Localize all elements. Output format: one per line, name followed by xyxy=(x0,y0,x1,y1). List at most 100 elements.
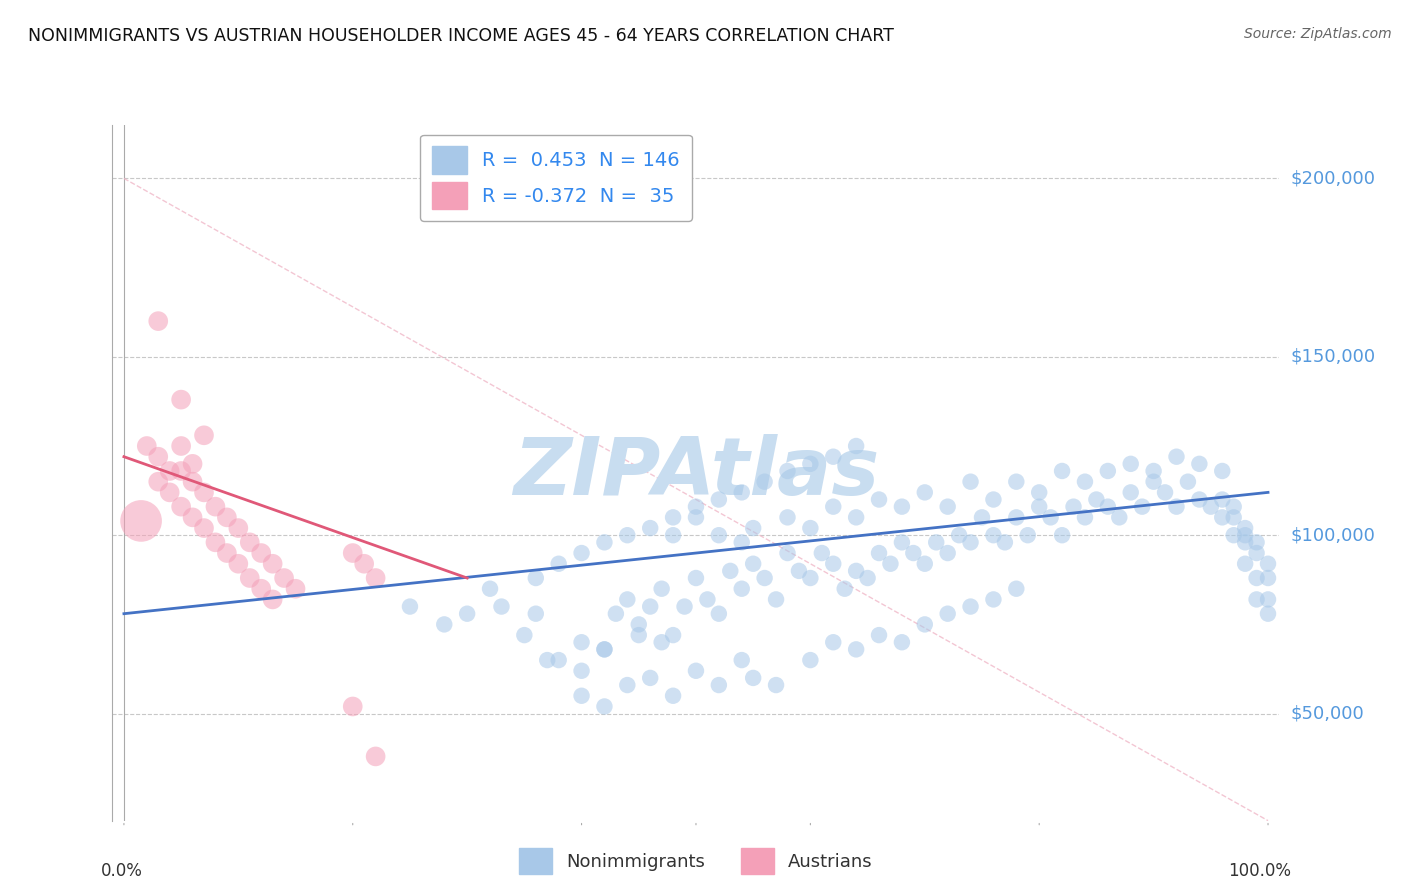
Point xyxy=(1211,510,1233,524)
Point xyxy=(970,510,993,524)
Point xyxy=(754,571,776,585)
Point xyxy=(1257,607,1279,621)
Point xyxy=(148,475,170,489)
Point xyxy=(845,642,868,657)
Point xyxy=(890,500,912,514)
Point xyxy=(1211,464,1233,478)
Point xyxy=(731,485,754,500)
Point xyxy=(742,557,765,571)
Point xyxy=(479,582,502,596)
Point xyxy=(170,500,193,514)
Point xyxy=(823,450,845,464)
Point xyxy=(707,678,730,692)
Point xyxy=(1154,485,1177,500)
Point xyxy=(193,428,215,442)
Point xyxy=(765,678,787,692)
Point xyxy=(983,528,1005,542)
Point xyxy=(994,535,1017,549)
Point xyxy=(605,607,627,621)
Point xyxy=(776,464,799,478)
Point xyxy=(914,557,936,571)
Point xyxy=(1050,528,1073,542)
Point xyxy=(1234,557,1257,571)
Point xyxy=(342,546,364,560)
Point xyxy=(1222,528,1244,542)
Point xyxy=(914,617,936,632)
Point xyxy=(983,492,1005,507)
Point xyxy=(879,557,901,571)
Point xyxy=(399,599,422,614)
Point xyxy=(731,535,754,549)
Point xyxy=(1028,500,1050,514)
Point xyxy=(685,510,707,524)
Point xyxy=(239,535,262,549)
Point xyxy=(1211,492,1233,507)
Point xyxy=(1246,571,1268,585)
Point xyxy=(547,653,569,667)
Point xyxy=(364,571,387,585)
Point xyxy=(1188,457,1211,471)
Point xyxy=(799,571,821,585)
Point xyxy=(845,564,868,578)
Point xyxy=(593,642,616,657)
Point xyxy=(638,671,661,685)
Point xyxy=(868,628,890,642)
Point xyxy=(1246,546,1268,560)
Point xyxy=(1142,464,1164,478)
Text: NONIMMIGRANTS VS AUSTRIAN HOUSEHOLDER INCOME AGES 45 - 64 YEARS CORRELATION CHAR: NONIMMIGRANTS VS AUSTRIAN HOUSEHOLDER IN… xyxy=(28,27,894,45)
Point xyxy=(731,653,754,667)
Point xyxy=(159,464,181,478)
Point xyxy=(811,546,834,560)
Point xyxy=(181,457,204,471)
Point xyxy=(593,699,616,714)
Text: $200,000: $200,000 xyxy=(1291,169,1375,187)
Point xyxy=(936,546,959,560)
Point xyxy=(718,564,741,578)
Point xyxy=(181,475,204,489)
Point xyxy=(1257,571,1279,585)
Point xyxy=(845,439,868,453)
Point xyxy=(1257,557,1279,571)
Point xyxy=(914,485,936,500)
Point xyxy=(823,500,845,514)
Point xyxy=(959,599,981,614)
Point xyxy=(239,571,262,585)
Point xyxy=(1108,510,1130,524)
Point xyxy=(204,535,226,549)
Point xyxy=(284,582,307,596)
Point xyxy=(250,582,273,596)
Point xyxy=(547,557,569,571)
Point xyxy=(536,653,558,667)
Point xyxy=(159,485,181,500)
Point xyxy=(1199,500,1222,514)
Point xyxy=(662,528,685,542)
Point xyxy=(1234,528,1257,542)
Point xyxy=(834,582,856,596)
Point xyxy=(1039,510,1062,524)
Point xyxy=(1222,510,1244,524)
Point xyxy=(616,528,638,542)
Point xyxy=(765,592,787,607)
Point xyxy=(148,314,170,328)
Point xyxy=(571,635,593,649)
Point xyxy=(433,617,456,632)
Point xyxy=(799,457,821,471)
Point xyxy=(742,521,765,535)
Point xyxy=(959,475,981,489)
Point xyxy=(262,592,284,607)
Point xyxy=(1119,485,1142,500)
Legend: Nonimmigrants, Austrians: Nonimmigrants, Austrians xyxy=(512,841,880,881)
Point xyxy=(707,607,730,621)
Point xyxy=(353,557,375,571)
Text: $50,000: $50,000 xyxy=(1291,705,1364,723)
Point xyxy=(959,535,981,549)
Point xyxy=(925,535,948,549)
Point xyxy=(1166,450,1188,464)
Point xyxy=(170,392,193,407)
Point xyxy=(1063,500,1085,514)
Point xyxy=(593,535,616,549)
Point xyxy=(627,617,650,632)
Text: 100.0%: 100.0% xyxy=(1227,863,1291,880)
Point xyxy=(903,546,925,560)
Point xyxy=(524,607,547,621)
